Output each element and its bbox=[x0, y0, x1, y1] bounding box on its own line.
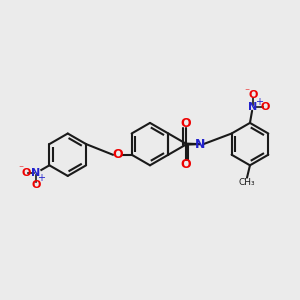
Text: N: N bbox=[195, 138, 206, 151]
Text: CH₃: CH₃ bbox=[239, 178, 255, 188]
Text: ⁻: ⁻ bbox=[244, 88, 249, 98]
Text: N: N bbox=[248, 102, 257, 112]
Text: O: O bbox=[21, 168, 31, 178]
Text: N: N bbox=[32, 168, 41, 178]
Text: ⁻: ⁻ bbox=[18, 164, 23, 174]
Text: O: O bbox=[32, 180, 41, 190]
Text: +: + bbox=[255, 98, 262, 107]
Text: O: O bbox=[248, 90, 257, 100]
Text: +: + bbox=[37, 173, 45, 183]
Text: O: O bbox=[181, 117, 191, 130]
Text: O: O bbox=[181, 158, 191, 171]
Text: O: O bbox=[261, 102, 270, 112]
Text: O: O bbox=[113, 148, 123, 161]
